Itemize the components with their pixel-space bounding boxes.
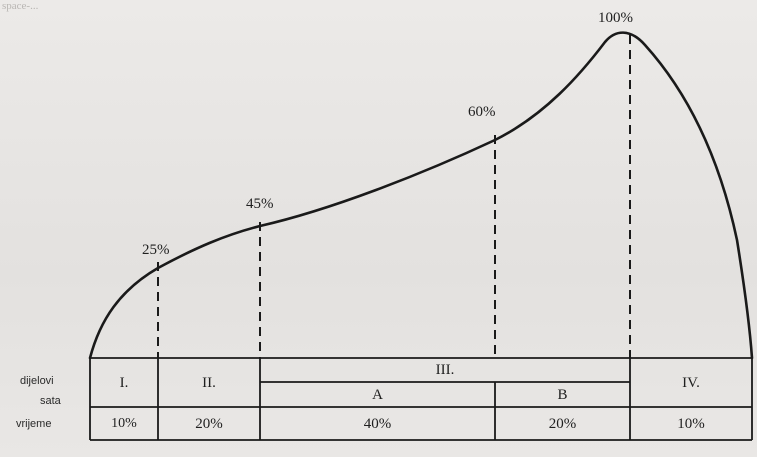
phase-IV: IV. [682,374,700,391]
time-IV: 10% [677,415,705,432]
time-I: 10% [111,416,137,431]
row-label-time: vrijeme [16,418,52,430]
label-25-percent: 25% [142,242,170,258]
activity-curve [88,31,754,360]
corner-text: space-... [2,0,39,12]
label-100-percent: 100% [598,10,633,26]
row-label-parts: dijelovi [20,375,54,387]
label-45-percent: 45% [246,196,274,212]
phase-III-B: B [557,386,568,403]
phase-II: II. [202,374,216,391]
phase-table-grid [89,357,753,441]
row-label-hour: sata [40,395,61,407]
time-II: 20% [195,415,223,432]
label-60-percent: 60% [468,104,496,120]
time-A: 40% [363,415,392,432]
time-B: 20% [548,415,577,432]
phase-III-A: A [372,386,383,403]
phase-III: III. [435,361,455,378]
phase-I: I. [119,374,129,391]
